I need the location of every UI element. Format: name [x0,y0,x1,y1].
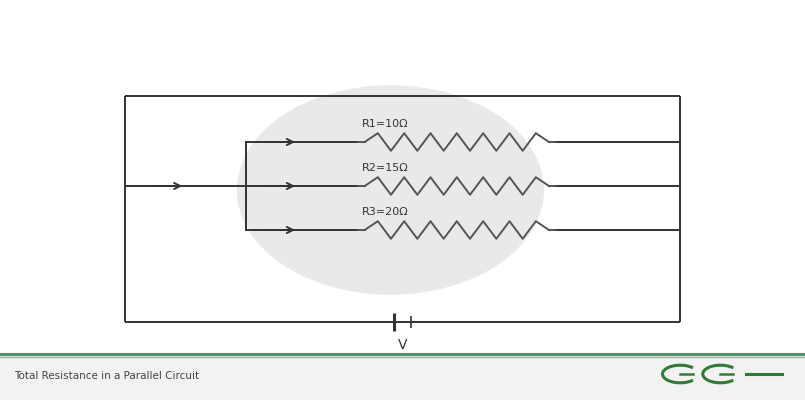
Ellipse shape [237,86,543,294]
Bar [0,354,805,400]
Text: R2=15Ω: R2=15Ω [361,163,408,173]
Text: R3=20Ω: R3=20Ω [361,207,408,217]
Text: V: V [398,338,407,352]
Text: R1=10Ω: R1=10Ω [361,119,408,129]
Text: Total Resistance in a Parallel Circuit: Total Resistance in a Parallel Circuit [14,371,200,381]
